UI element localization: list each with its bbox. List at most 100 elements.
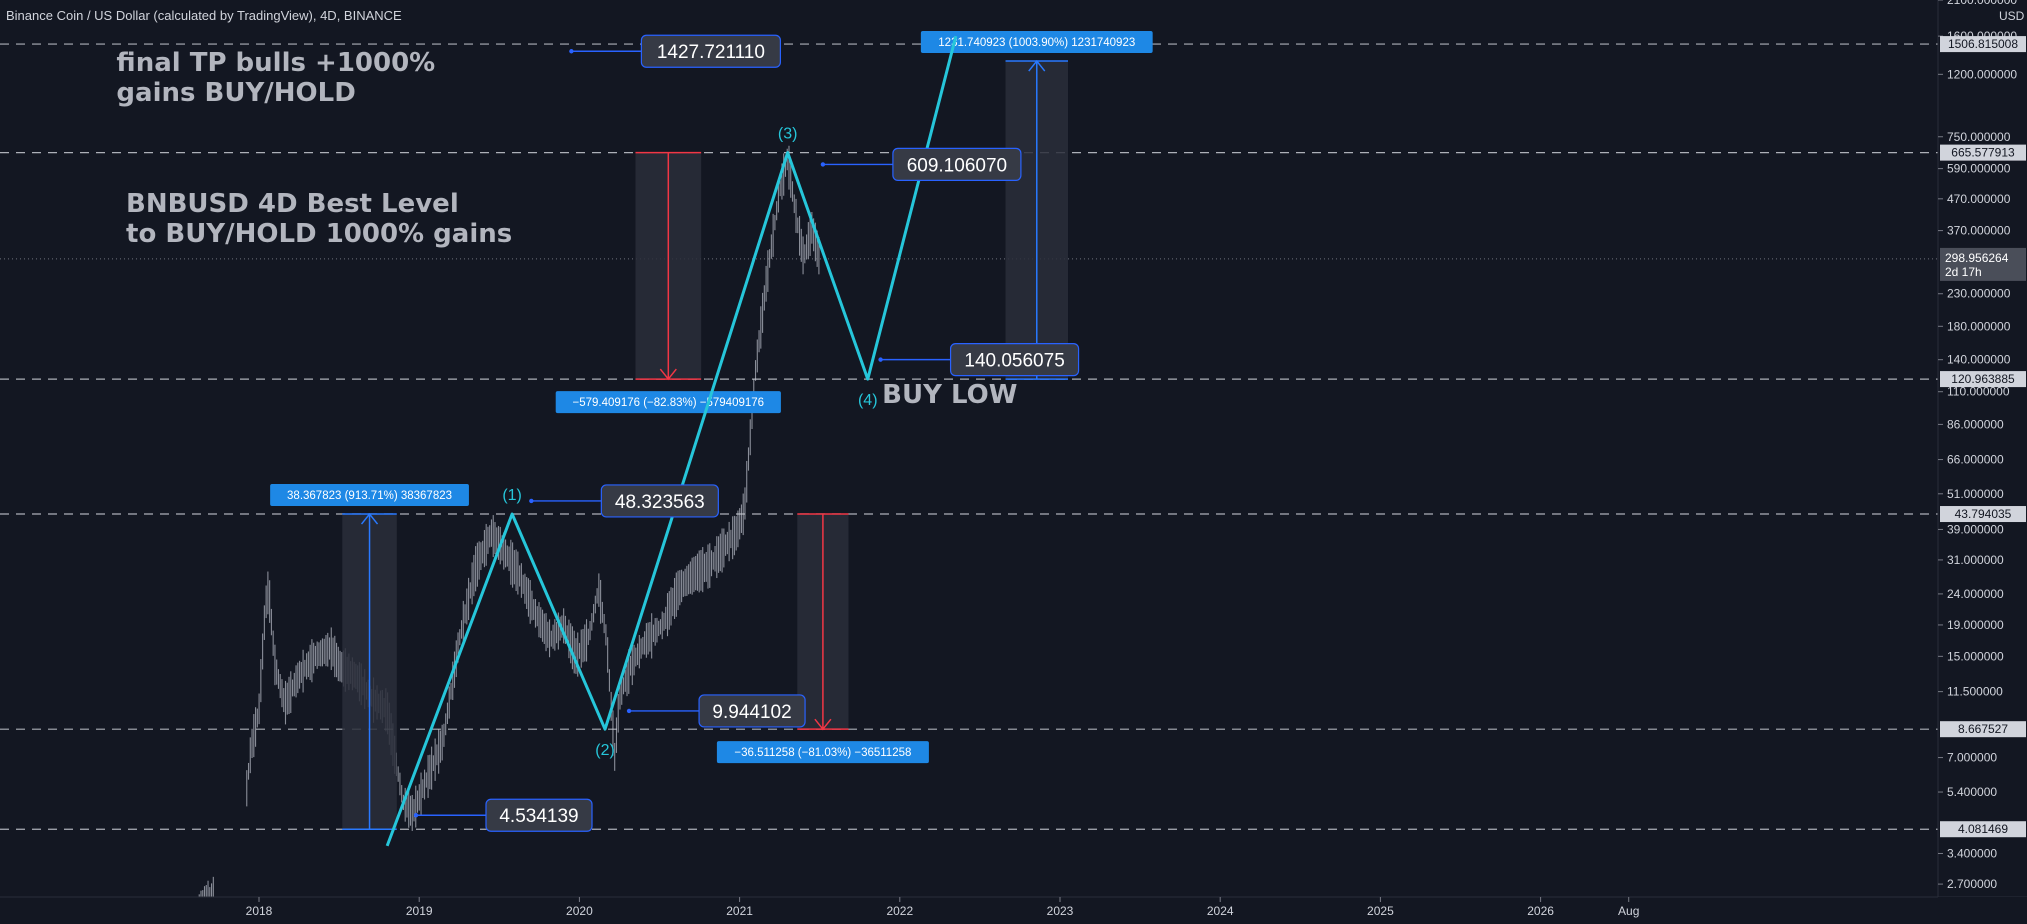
wave-label: (4) [858,392,878,409]
y-tick-label: 3.400000 [1947,846,1997,860]
callout-anchor [569,49,574,54]
x-axis-background [0,897,2027,924]
x-axis[interactable]: 2018 2019 2020 2021 2022 2023 2024 2025 2026 Aug [0,896,2027,924]
y-tick-label: 24.000000 [1947,587,2004,601]
y-tick-label: 51.000000 [1947,487,2004,501]
y-tick-label: 2.700000 [1947,877,1997,891]
y-tick-label: 7.000000 [1947,751,1997,765]
price-tag-box [1940,506,2026,523]
y-tick-label: 590.000000 [1947,162,2011,176]
x-tick-label: 2021 [726,904,753,918]
callout-text: 4.534139 [499,806,578,827]
y-tick-label: 230.000000 [1947,287,2011,301]
annotation-text: to BUY/HOLD 1000% gains [126,219,512,249]
callout-box [698,694,806,728]
x-tick-label: 2022 [886,904,913,918]
current-price-countdown: 2d 17h [1945,265,1982,279]
text-annotations: final TP bulls +1000%gains BUY/HOLD BNBUS… [116,48,1017,410]
y-tick-label: 39.000000 [1947,522,2004,536]
price-tag-box [1940,721,2026,738]
y-tick-label: 11.500000 [1947,685,2003,699]
wave-label: (3) [778,126,798,143]
callout-box [640,34,781,68]
x-tick-label: 2019 [406,904,433,918]
elliott-wave-path: (1) (2) (3) (4) [385,35,958,847]
callout-anchor [529,498,534,504]
measure-label: 38.367823 (913.71%) 38367823 [287,490,452,502]
measure-arrowhead [814,718,832,731]
x-tick-label: Aug [1618,904,1639,918]
y-tick-label: 19.000000 [1947,618,2004,632]
y-tick-label: 2100.000000 [1947,0,2017,7]
y-axis[interactable]: 2100.0000001600.0000001200.000000750.000… [1937,0,2027,924]
callout-text: 140.056075 [964,351,1064,372]
current-price-label: 298.956264 [1945,251,2009,265]
callout-anchor [626,708,632,714]
measure-label: 1231.740923 (1003.90%) 1231740923 [938,37,1135,49]
annotation-text: BUY LOW [882,380,1017,410]
annotation-text: gains BUY/HOLD [116,78,355,108]
y-tick-label: 86.000000 [1947,417,2004,431]
wave-line [385,35,958,847]
callout-text: 48.323563 [615,492,705,513]
x-tick-label: 2024 [1207,904,1234,918]
symbol-title[interactable]: Binance Coin / US Dollar (calculated by … [6,8,402,23]
y-tick-label: 180.000000 [1947,319,2011,333]
wave-label: (1) [502,487,522,504]
price-tag-box [1940,36,2026,53]
callout-text: 1427.721110 [657,42,765,63]
annotation-text: BNBUSD 4D Best Level [126,189,459,219]
annotation-text: final TP bulls +1000% [116,48,435,78]
price-tag-box [1940,144,2026,161]
callout-text: 609.106070 [907,155,1007,176]
measure-label-box [716,741,929,764]
callout-box [600,484,719,518]
price-tag-label: 665.577913 [1951,146,2015,160]
price-tag-box [1940,821,2026,838]
price-tag-label: 43.794035 [1955,507,2012,521]
callout-anchor [878,357,883,362]
callout-anchor [413,813,419,818]
x-tick-label: 2026 [1527,904,1554,918]
x-tick-label: 2023 [1047,904,1074,918]
x-tick-label: 2020 [566,904,593,918]
price-tag-label: 120.963885 [1951,372,2015,386]
y-tick-label: 750.000000 [1947,130,2011,144]
y-tick-label: 470.000000 [1947,192,2011,206]
y-tick-label: 140.000000 [1947,353,2011,367]
y-axis-unit: USD [1999,9,2025,23]
y-tick-label: 110.000000 [1947,385,2010,399]
y-tick-label: 66.000000 [1947,453,2004,467]
y-tick-label: 1200.000000 [1947,67,2017,81]
measure-label: −36.511258 (−81.03%) −36511258 [734,747,911,759]
callout-box [485,798,593,832]
y-tick-label: 15.000000 [1947,649,2004,663]
x-tick-label: 2018 [246,904,273,918]
y-tick-label: 5.400000 [1947,785,1997,799]
callout-anchor [820,162,826,167]
callout-box [949,343,1080,377]
measure-arrowhead [360,512,379,525]
measure-arrowhead [659,368,677,381]
measure-label: −579.409176 (−82.83%) −579409176 [573,397,765,409]
measure-label-box [555,391,781,414]
axis-corner [1938,897,2027,924]
current-price-tag [1940,247,2026,281]
measure-arrowhead [1028,59,1046,72]
y-tick-label: 31.000000 [1947,553,2004,567]
measure-label-box [920,31,1153,54]
price-callouts: 1427.721110 609.106070 140.056075 48.323563… [413,34,1080,832]
candles-layer [188,145,820,924]
price-tag-label: 8.667527 [1958,722,2008,736]
price-tag-label: 4.081469 [1958,822,2008,836]
y-tick-label: 370.000000 [1947,224,2011,238]
callout-text: 9.944102 [712,702,791,723]
price-tag-box [1940,371,2026,388]
measure-label-box [270,484,469,507]
callout-box [892,147,1022,181]
x-tick-label: 2025 [1367,904,1394,918]
measure-tools: 38.367823 (913.71%) 38367823 −579.409176 … [270,31,1153,830]
price-tag-label: 1506.815008 [1948,37,2018,51]
wave-label: (2) [595,742,615,759]
